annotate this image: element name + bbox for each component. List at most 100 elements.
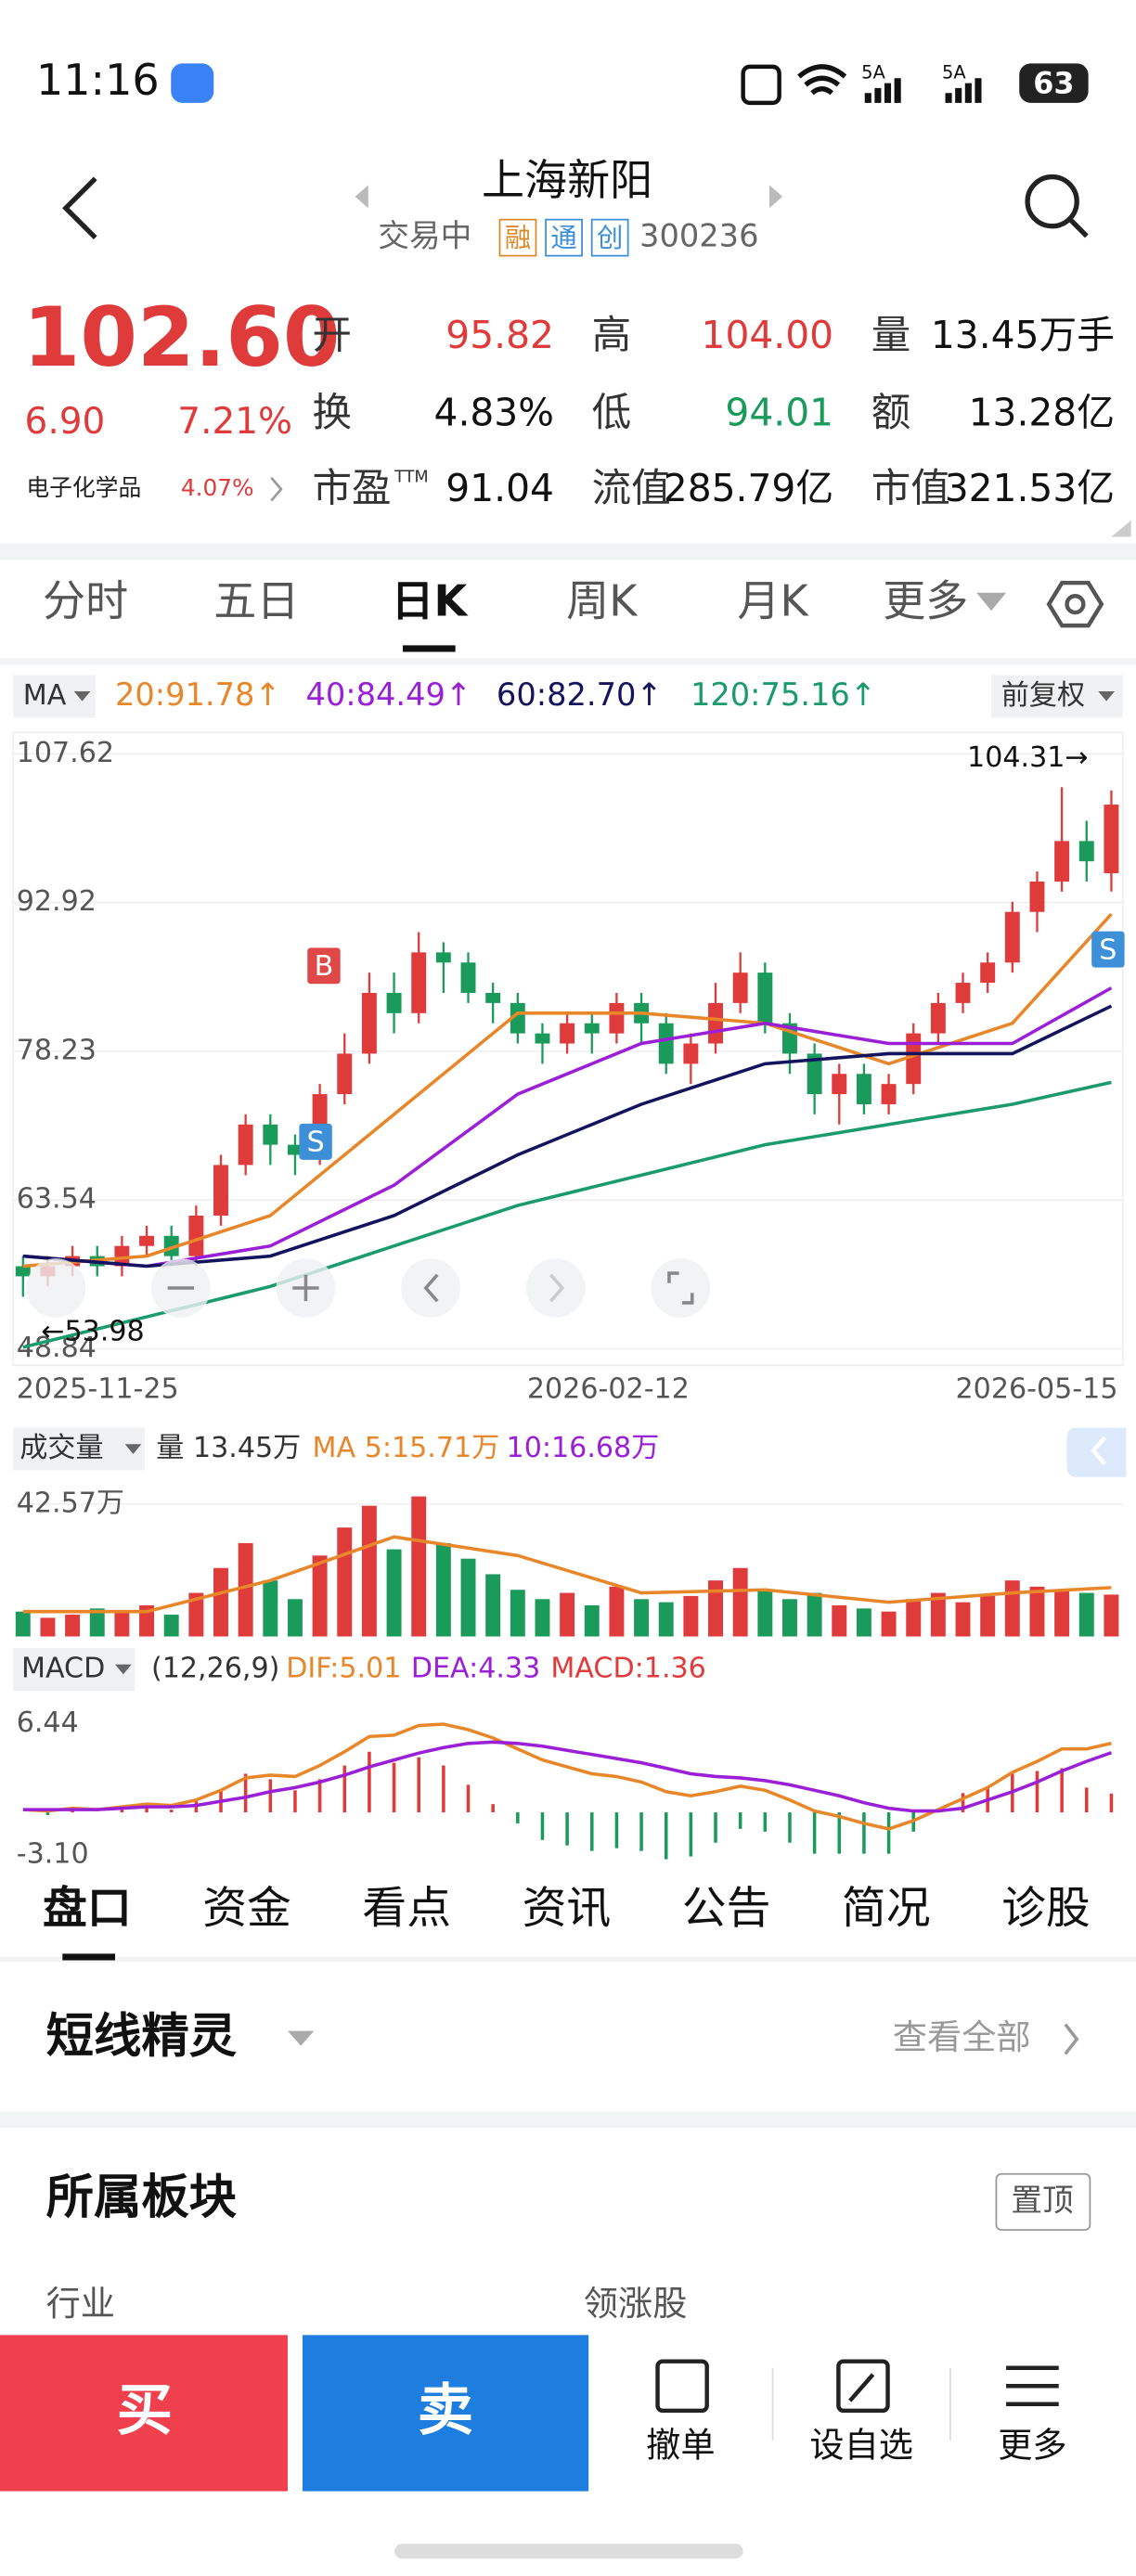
search-button[interactable]: [1025, 174, 1079, 229]
chevron: [1064, 2023, 1079, 2055]
sell-button[interactable]: [302, 2335, 589, 2492]
period-tab: 分时: [43, 576, 128, 626]
candle-body: [807, 1053, 822, 1095]
candle-body: [460, 962, 476, 993]
stat-label: 流值: [592, 466, 671, 511]
view-all[interactable]: 查看全部: [893, 2016, 1031, 2057]
dif-line: [22, 1722, 1112, 1831]
stat-value: 95.82: [445, 313, 554, 357]
x-tick-label: 2026-02-12: [527, 1372, 690, 1405]
chart-toolbar: [26, 1258, 711, 1318]
volume-bar: [609, 1586, 625, 1637]
volume-bar: [485, 1574, 501, 1637]
volume-bar: [15, 1611, 31, 1637]
macd-legend: MACD:1.36: [550, 1652, 705, 1684]
volume-bar: [832, 1604, 847, 1637]
tool-button[interactable]: [26, 1258, 86, 1318]
ma-legend-item: 20:91.78↑: [115, 676, 281, 713]
period-tab: 更多: [883, 576, 968, 626]
action-label[interactable]: 撤单: [646, 2424, 715, 2465]
volume-bar: [89, 1608, 105, 1637]
volume-bar: [881, 1611, 897, 1637]
settings-icon[interactable]: [1046, 580, 1104, 628]
info-tab[interactable]: 资讯: [523, 1883, 612, 1934]
volume-bar: [1054, 1590, 1070, 1637]
vol-title: 成交量: [19, 1432, 103, 1464]
candle-body: [188, 1215, 204, 1256]
ma-legend: 20:91.78↑ 40:84.49↑ 60:82.70↑ 120:75.16↑: [115, 676, 876, 713]
info-tab[interactable]: 公告: [682, 1883, 771, 1934]
candle-body: [1054, 841, 1070, 882]
dropdown[interactable]: [287, 2030, 315, 2046]
low-label: ←53.98: [41, 1315, 144, 1347]
signal-badge: [1091, 931, 1125, 968]
fullscreen[interactable]: [651, 1258, 711, 1318]
candle-body: [856, 1074, 871, 1104]
separator: [771, 2367, 951, 2441]
volume-bar: [1104, 1594, 1119, 1637]
info-tab[interactable]: 资金: [202, 1883, 291, 1934]
pen: [848, 2373, 875, 2402]
volume-bar: [930, 1592, 946, 1637]
info-tabs: 盘口 资金 看点 资讯 公告 简况 诊股: [43, 1883, 1091, 1934]
stat-value: 94.01: [725, 390, 833, 434]
pin-button[interactable]: [995, 2172, 1091, 2231]
macd-legend: DIF:5.01: [286, 1652, 401, 1684]
stat-value: 104.00: [702, 313, 834, 357]
volume-bar: [708, 1580, 723, 1637]
candle-body: [15, 1266, 31, 1277]
signal-label: S: [307, 1127, 325, 1159]
back-button[interactable]: [62, 176, 97, 239]
actions: 撤单 设自选 更多: [646, 2424, 1066, 2465]
info-tab[interactable]: 看点: [362, 1883, 451, 1934]
action-label[interactable]: 更多: [998, 2424, 1066, 2465]
candle-body: [361, 992, 377, 1054]
change: 6.90: [25, 401, 106, 443]
stat-label: 低: [592, 391, 632, 436]
volume-bar: [1029, 1586, 1045, 1637]
right: [549, 1273, 565, 1303]
section-title: 短线精灵: [46, 2009, 238, 2065]
volume-bar: [906, 1599, 922, 1637]
macd-select[interactable]: [13, 1647, 136, 1691]
volume-chart: 42.57万: [13, 1487, 1123, 1637]
candle-body: [732, 972, 748, 1003]
period-tab: 月K: [737, 576, 809, 626]
divider: [0, 1956, 1136, 1963]
volume-bar: [411, 1496, 427, 1637]
candle-body: [386, 992, 402, 1013]
tab-indicator: [402, 645, 456, 652]
volume-bar: [435, 1542, 451, 1637]
col-label: 领涨股: [584, 2283, 688, 2324]
vol-select[interactable]: [13, 1427, 145, 1471]
tab-indicator: [62, 1953, 115, 1961]
action-label[interactable]: 设自选: [809, 2424, 913, 2465]
chevron: [270, 476, 283, 502]
stat-label: 市值: [871, 466, 950, 511]
wifi-icon: [797, 64, 847, 96]
ma-legend-item: 60:82.70↑: [497, 676, 663, 713]
prev[interactable]: [401, 1258, 460, 1318]
buy-button[interactable]: [0, 2335, 288, 2492]
info-tab[interactable]: 诊股: [1001, 1883, 1091, 1934]
sector: 电子化学品: [26, 474, 141, 501]
ma-line: [22, 1004, 1113, 1269]
candle-body: [757, 972, 773, 1024]
section-title: 所属板块: [46, 2170, 238, 2225]
volume-bar: [980, 1595, 996, 1637]
plot-frame: [12, 731, 1124, 1367]
volume-bar: [312, 1555, 328, 1637]
stock-code: 300236: [639, 218, 758, 254]
buy-label: 买: [117, 2378, 173, 2443]
net-label: 5A: [942, 61, 966, 83]
candle-body: [139, 1235, 155, 1246]
pin-label: 置顶: [1011, 2182, 1073, 2218]
side-arrow: [1091, 1436, 1107, 1465]
next[interactable]: [525, 1258, 586, 1318]
stat-value: 13.45万手: [931, 313, 1115, 357]
volume-bar: [337, 1527, 353, 1637]
info-tab[interactable]: 简况: [842, 1883, 931, 1934]
left: [423, 1273, 439, 1303]
info-tab[interactable]: 盘口: [43, 1883, 132, 1934]
adjust-select[interactable]: [991, 675, 1123, 718]
